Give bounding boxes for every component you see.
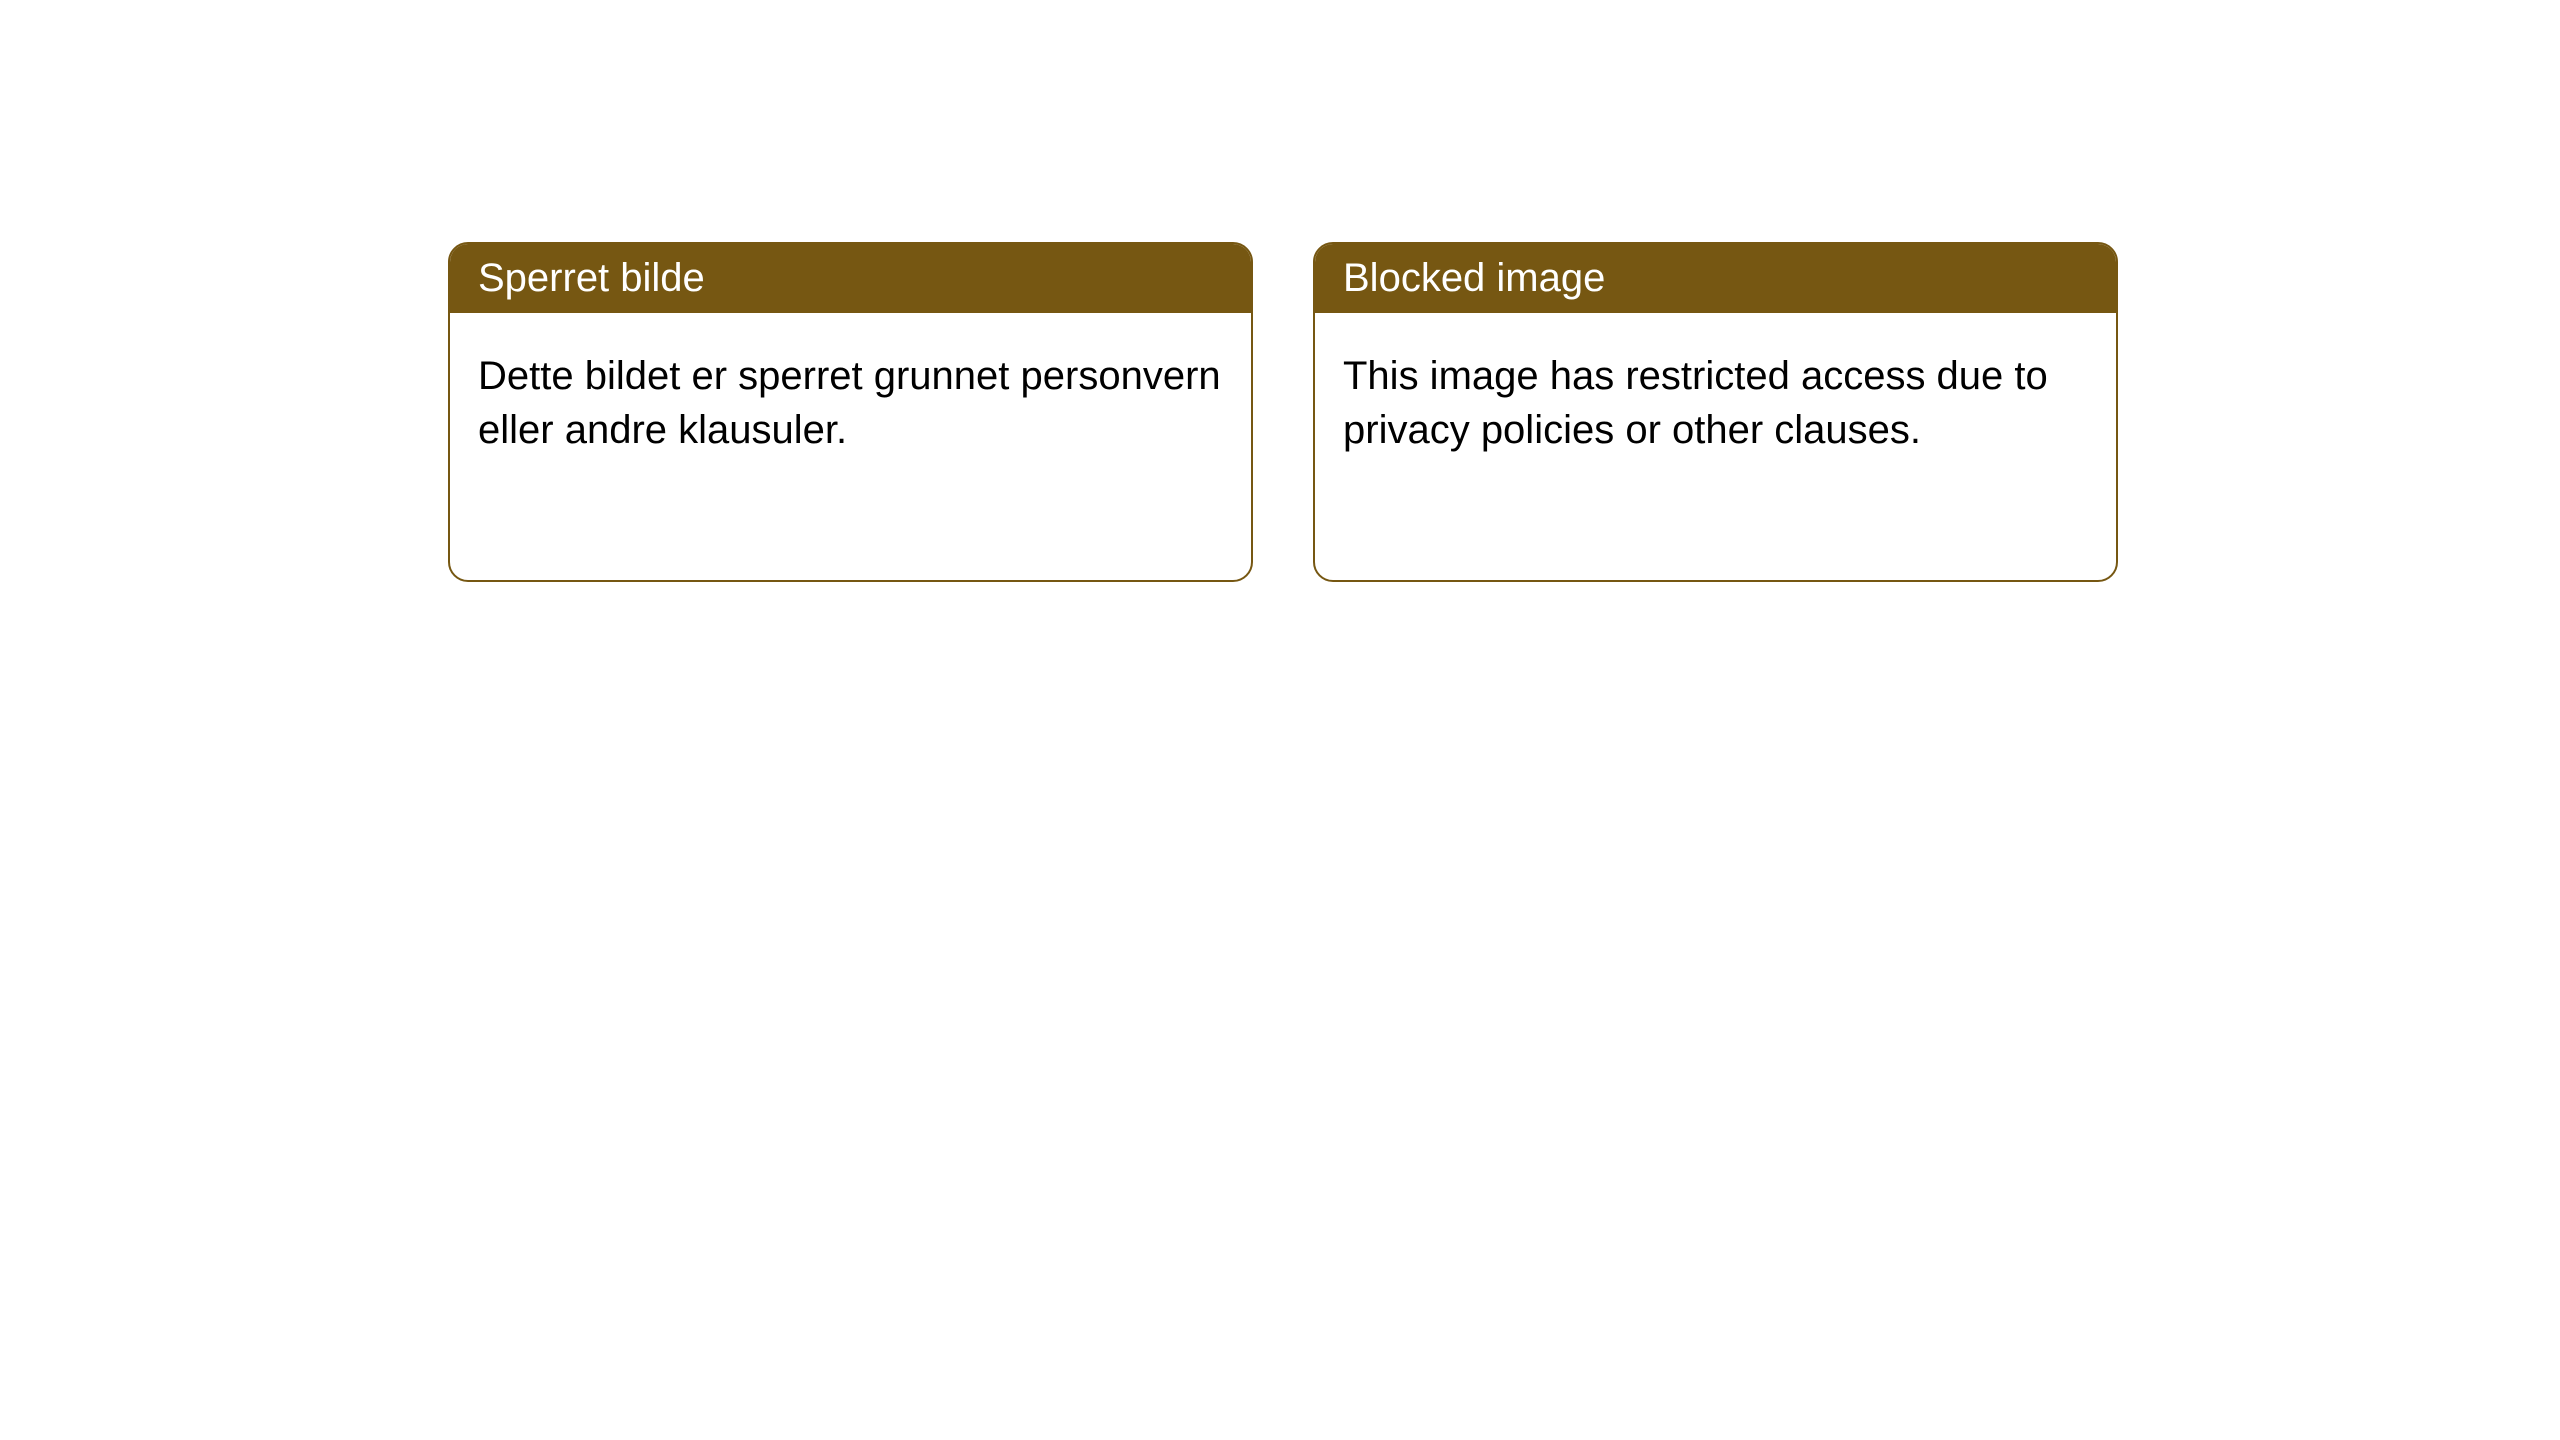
notice-card-norwegian: Sperret bilde Dette bildet er sperret gr… xyxy=(448,242,1253,582)
card-body: This image has restricted access due to … xyxy=(1315,313,2116,493)
notice-cards-container: Sperret bilde Dette bildet er sperret gr… xyxy=(0,0,2560,582)
card-body: Dette bildet er sperret grunnet personve… xyxy=(450,313,1251,493)
card-body-text: This image has restricted access due to … xyxy=(1343,354,2048,452)
card-title: Sperret bilde xyxy=(478,256,705,300)
card-header: Blocked image xyxy=(1315,244,2116,313)
card-title: Blocked image xyxy=(1343,256,1605,300)
card-header: Sperret bilde xyxy=(450,244,1251,313)
card-body-text: Dette bildet er sperret grunnet personve… xyxy=(478,354,1221,452)
notice-card-english: Blocked image This image has restricted … xyxy=(1313,242,2118,582)
